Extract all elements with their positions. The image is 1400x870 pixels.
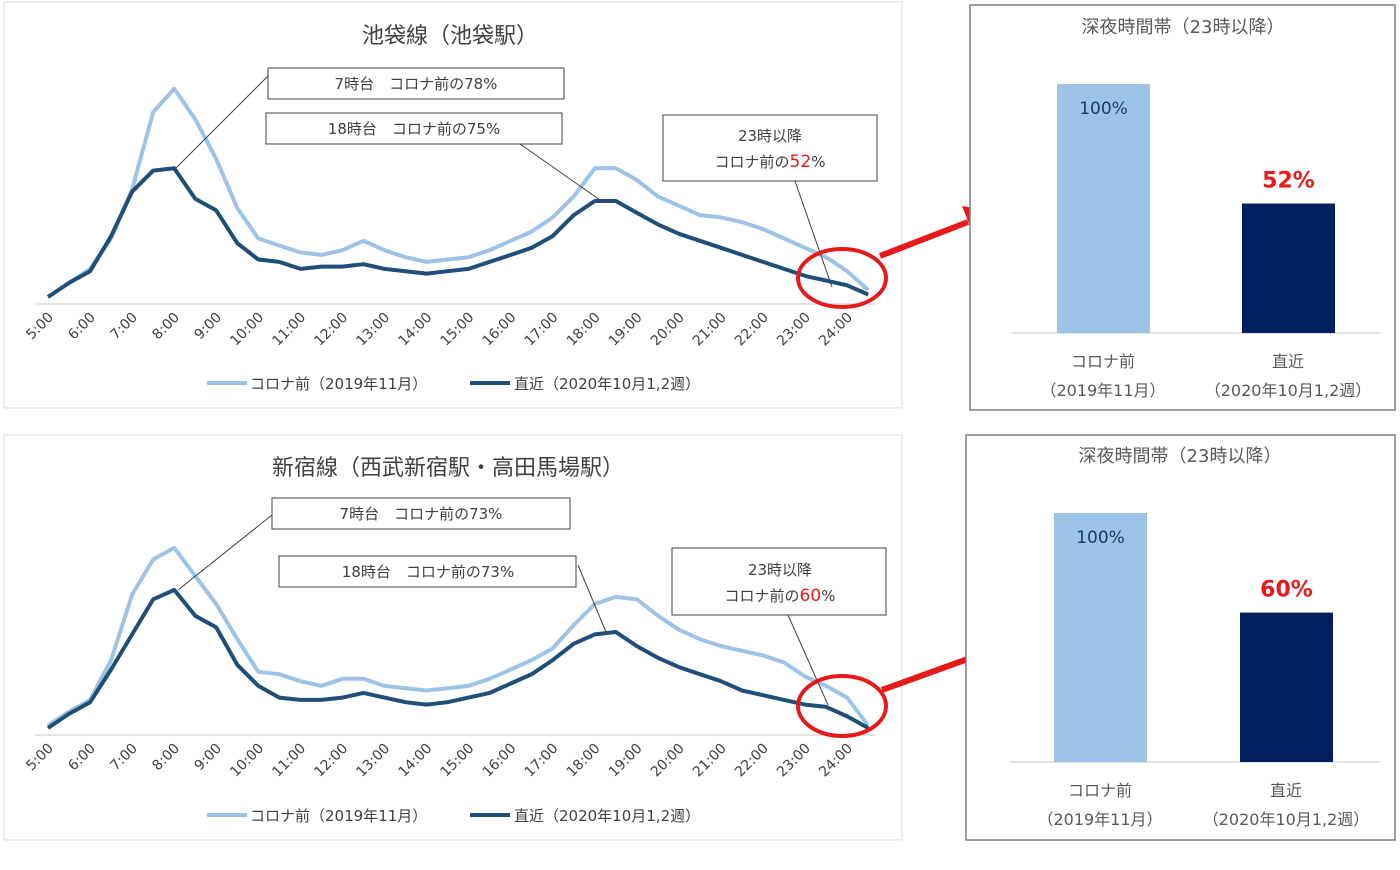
ikebukuro-late-night-bar-chart: 深夜時間帯（23時以降） 100%52% コロナ前 （2019年11月） 直近 … [969, 4, 1396, 411]
legend-label-before: コロナ前（2019年11月） [250, 375, 427, 393]
data-label: 100% [1079, 99, 1128, 119]
chart-title: 池袋線（池袋駅） [362, 24, 538, 49]
category-label: コロナ前 [1068, 781, 1132, 800]
legend-label-recent: 直近（2020年10月1,2週） [514, 807, 700, 825]
highlight-circle [796, 674, 888, 738]
highlight-circle [796, 247, 888, 309]
callout-box [265, 112, 563, 145]
category-label: 直近 [1270, 781, 1302, 800]
leader-line [787, 614, 829, 706]
callout-box [662, 114, 878, 182]
callout-line1: 23時以降 [738, 127, 802, 145]
callout-prefix: コロナ前の [715, 153, 790, 171]
legend: コロナ前（2019年11月） 直近（2020年10月1,2週） [207, 807, 700, 825]
ikebukuro-line-chart: 池袋線（池袋駅） 5:00 6:00 7:00 8:00 9:00 10:00 11:00 1… [3, 1, 994, 409]
callout-text: 18時台 コロナ前の73% [342, 563, 514, 581]
shinjuku-line-chart: 新宿線（西武新宿駅・高田馬場駅） 5:00 6:00 7:00 8:00 9:00 10:… [3, 434, 1002, 841]
bar-recent [1242, 203, 1335, 333]
category-label: 直近 [1272, 352, 1304, 371]
series-line-recent [46, 166, 870, 299]
callout-prefix: コロナ前の [725, 587, 800, 605]
callout-late-night: 23時以降 コロナ前の60% [671, 547, 887, 706]
series-line-before [46, 545, 870, 728]
callout-box [278, 555, 577, 588]
series-line-before [46, 86, 870, 299]
callout-text: 7時台 コロナ前の73% [340, 505, 503, 523]
legend-label-before: コロナ前（2019年11月） [250, 807, 427, 825]
callout-box [671, 547, 887, 616]
callout-value: 60 [800, 586, 822, 606]
callout-suffix: % [821, 587, 835, 605]
legend: コロナ前（2019年11月） 直近（2020年10月1,2週） [207, 375, 700, 393]
leader-line [519, 143, 601, 201]
callout-7am: 7時台 コロナ前の78% [175, 67, 565, 169]
data-label: 52% [1262, 169, 1315, 194]
plot-area: 100% 60% [1054, 513, 1333, 762]
category-sublabel: （2019年11月） [1040, 381, 1165, 400]
callout-box [271, 497, 571, 530]
callout-text: 7時台 コロナ前の78% [335, 75, 498, 93]
callout-6pm: 18時台 コロナ前の73% [278, 555, 607, 633]
callout-line2: コロナ前の60% [725, 586, 836, 606]
callout-text: 18時台 コロナ前の75% [328, 120, 500, 138]
leader-line [175, 75, 269, 169]
callout-late-night: 23時以降 コロナ前の52% [662, 114, 878, 288]
callout-line2: コロナ前の52% [715, 152, 826, 172]
callout-suffix: % [811, 153, 825, 171]
legend-label-recent: 直近（2020年10月1,2週） [514, 375, 700, 393]
leader-line [577, 564, 607, 633]
category-sublabel: （2019年11月） [1037, 810, 1162, 829]
plot-area: 100% 52% [1057, 84, 1335, 333]
category-sublabel: （2020年10月1,2週） [1203, 810, 1370, 829]
leader-line [794, 180, 833, 288]
shinjuku-late-night-bar-chart: 深夜時間帯（23時以降） 100%60% コロナ前 （2019年11月） 直近 … [965, 434, 1396, 841]
category-sublabel: （2020年10月1,2週） [1205, 381, 1372, 400]
chart-frame [3, 1, 903, 409]
callout-box [267, 67, 565, 100]
category-label: コロナ前 [1071, 352, 1135, 371]
chart-title: 深夜時間帯（23時以降） [1079, 446, 1282, 467]
bar-recent [1240, 612, 1333, 762]
bar-before [1054, 513, 1147, 762]
data-label: 100% [1076, 528, 1125, 548]
data-label: 60% [1260, 578, 1313, 603]
leader-line [177, 514, 273, 591]
callout-line1: 23時以降 [748, 561, 812, 579]
chart-title: 新宿線（西武新宿駅・高田馬場駅） [272, 456, 624, 481]
chart-frame [3, 434, 903, 841]
series-line-recent [46, 587, 870, 730]
callout-value: 52 [790, 152, 812, 172]
callout-6pm: 18時台 コロナ前の75% [265, 112, 601, 201]
callout-7am: 7時台 コロナ前の73% [177, 497, 571, 591]
bar-before [1057, 84, 1150, 333]
chart-title: 深夜時間帯（23時以降） [1082, 17, 1285, 38]
